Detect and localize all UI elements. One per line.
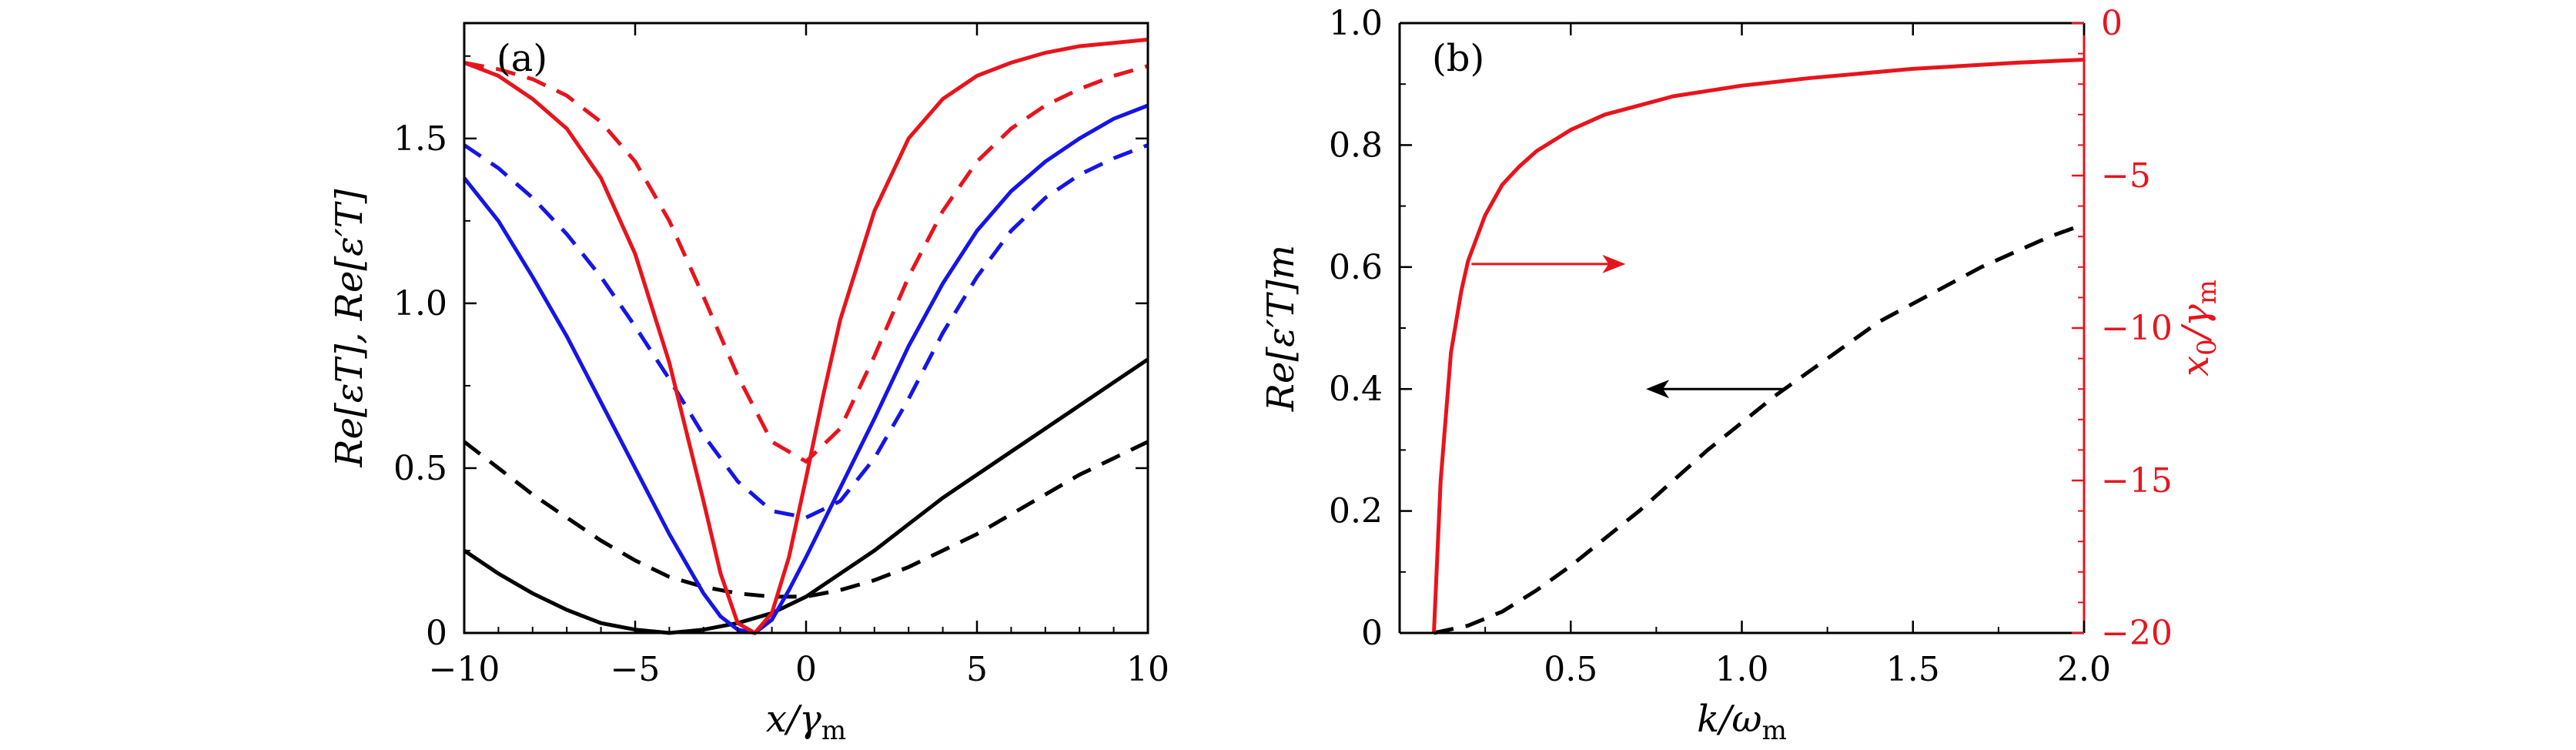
panel-a-x-tick-label: −10 [429, 650, 500, 689]
panel-b-tag: (b) [1432, 37, 1484, 80]
panel-a-y-tick-label: 1.0 [393, 284, 447, 323]
panel-b-right-y-tick-label: 0 [2101, 4, 2123, 43]
panel-a-x-axis-label-sub: m [821, 715, 846, 746]
panel-a-ticks: −10 −5 0 5 10 0 0.5 1.0 1.5 [393, 23, 1169, 689]
panel-b-arrow-red-head [1602, 254, 1626, 273]
panel-b-right-y-tick-label: −10 [2101, 309, 2173, 348]
panel-a-series-black-dashed [463, 440, 1149, 599]
panel-b-x-axis-label-main: k/ω [1697, 698, 1761, 741]
panel-b-left-y-tick-label: 0.6 [1329, 248, 1383, 287]
panel-b-series-black-dashed [1433, 223, 2085, 635]
panel-a: −10 −5 0 5 10 0 0.5 1.0 1.5 (a) x/γm Re[εT], Re[… [328, 22, 1169, 746]
panel-b-left-y-tick-label: 1.0 [1329, 4, 1383, 43]
panel-a-series-black-solid [463, 357, 1149, 635]
panel-b-x-axis-label-sub: m [1762, 715, 1787, 746]
panel-a-x-tick-label: 10 [1126, 650, 1169, 689]
panel-b-right-y-axis-label-tail: /γ [2174, 304, 2217, 342]
panel-a-y-axis-label: Re[εT], Re[ε′T] [328, 189, 371, 467]
panel-b-ticks: 0.5 1.0 1.5 2.0 0 0.2 0.4 0.6 0.8 1.0 0 −5 −10 −15 −20 [1329, 4, 2173, 689]
panel-b-x-tick-label: 2.0 [2057, 650, 2111, 689]
panel-a-x-tick-label: −5 [611, 650, 661, 689]
panel-b-left-y-tick-label: 0.8 [1329, 126, 1383, 165]
panel-b-series-red-solid [1432, 58, 2085, 634]
panel-b-right-y-tick-label: −15 [2101, 461, 2173, 501]
panel-b-arrows [1471, 254, 1783, 399]
panel-a-series-blue-dashed [463, 143, 1149, 520]
panel-b-left-y-tick-label: 0.4 [1329, 370, 1383, 409]
panel-a-tag: (a) [497, 37, 547, 80]
panel-b-x-axis-label: k/ωm [1697, 698, 1787, 746]
panel-b-right-y-tick-label: −20 [2101, 614, 2173, 653]
panel-b-frame [1398, 22, 2086, 634]
panel-a-x-tick-label: 0 [795, 650, 817, 689]
panel-b-left-y-axis-label: Re[ε′T]m [1260, 245, 1303, 412]
panel-b-right-y-axis-label-main: x [2174, 356, 2217, 377]
panel-b: 0.5 1.0 1.5 2.0 0 0.2 0.4 0.6 0.8 1.0 0 −5 −10 −15 −20… [1260, 4, 2223, 746]
panel-b-right-y-tick-label: −5 [2101, 156, 2151, 196]
panel-a-series-blue-solid [463, 103, 1149, 635]
panel-b-right-y-axis-label-sub2: m [2192, 280, 2223, 304]
panel-b-left-y-tick-label: 0.2 [1329, 492, 1383, 531]
panel-a-x-axis-label-main: x/γ [766, 698, 821, 741]
panel-b-curves [1432, 58, 2085, 635]
panel-a-y-tick-label: 0 [426, 614, 447, 653]
panel-b-x-tick-label: 1.5 [1886, 650, 1940, 689]
panel-b-x-tick-label: 0.5 [1544, 650, 1597, 689]
panel-a-y-tick-label: 0.5 [393, 449, 447, 488]
panel-b-x-tick-label: 1.0 [1715, 650, 1769, 689]
panel-a-frame [463, 22, 1149, 634]
panel-a-x-tick-label: 5 [966, 650, 988, 689]
panel-a-curves [463, 37, 1149, 636]
panel-b-arrow-black-head [1646, 380, 1670, 399]
panel-b-right-y-axis-label: x0/γm [2174, 280, 2223, 377]
panel-b-left-y-tick-label: 0 [1361, 614, 1383, 653]
panel-b-right-y-axis-label-sub: 0 [2192, 339, 2223, 356]
panel-a-series-red-solid [463, 37, 1149, 636]
panel-a-y-tick-label: 1.5 [393, 119, 447, 159]
panel-a-series-red-dashed [463, 60, 1149, 464]
panel-a-x-axis-label: x/γm [766, 698, 846, 746]
